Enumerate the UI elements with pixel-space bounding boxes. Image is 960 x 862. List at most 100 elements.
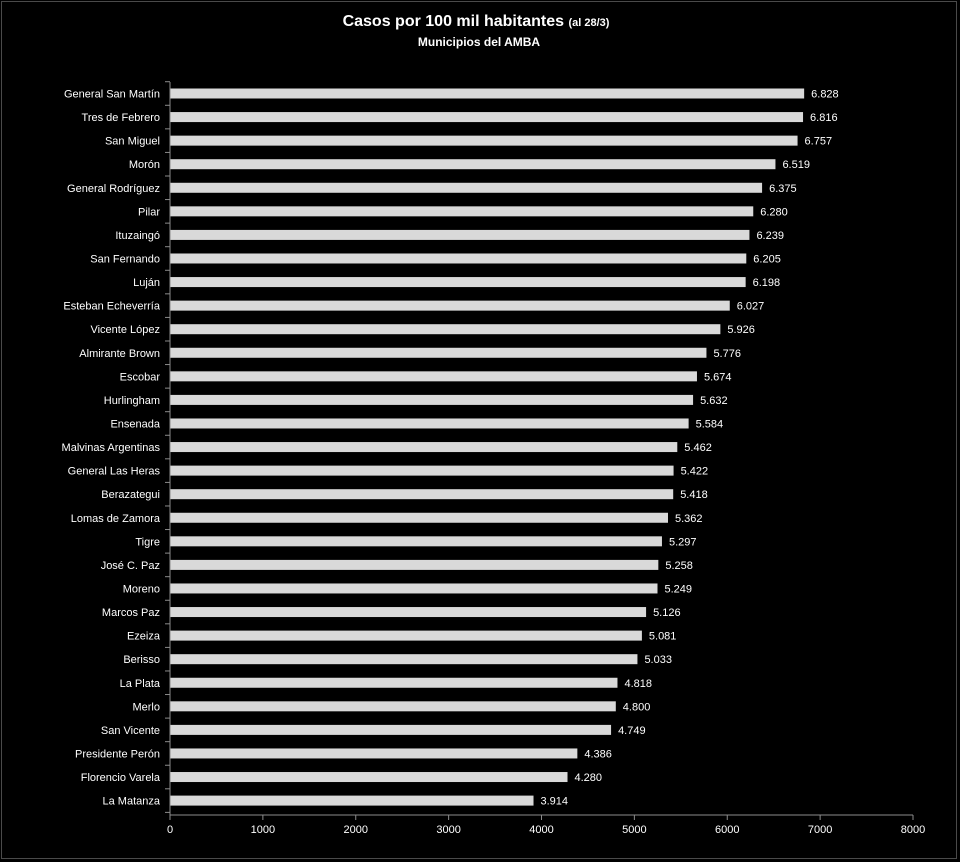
data-label: 5.418 — [680, 489, 708, 501]
data-label: 5.126 — [653, 607, 681, 619]
data-label: 6.198 — [753, 277, 781, 289]
data-label: 4.749 — [618, 725, 646, 737]
category-label: Florencio Varela — [81, 772, 161, 784]
category-label: Morón — [129, 159, 160, 171]
data-label: 5.362 — [675, 513, 703, 525]
bar — [170, 654, 638, 665]
category-label: Ensenada — [110, 418, 160, 430]
data-label: 5.632 — [700, 395, 728, 407]
category-label: Lomas de Zamora — [71, 513, 161, 525]
category-label: General San Martín — [64, 89, 160, 101]
bar — [170, 229, 750, 240]
data-label: 4.280 — [575, 772, 603, 784]
bar — [170, 583, 658, 594]
x-tick-label: 4000 — [529, 824, 553, 836]
x-tick-label: 1000 — [251, 824, 275, 836]
bar — [170, 748, 578, 759]
chart-title-note: (al 28/3) — [568, 17, 609, 29]
category-label: San Fernando — [90, 253, 160, 265]
category-label: Hurlingham — [104, 395, 160, 407]
data-label: 6.816 — [810, 112, 838, 124]
bar — [170, 300, 730, 311]
data-label: 3.914 — [541, 796, 569, 808]
category-label: Presidente Perón — [75, 748, 160, 760]
chart-subtitle: Municipios del AMBA — [418, 35, 541, 49]
category-label: Almirante Brown — [79, 348, 160, 360]
bar — [170, 677, 618, 688]
category-label: Merlo — [132, 701, 160, 713]
bar — [170, 559, 659, 570]
category-label: Ituzaingó — [115, 230, 160, 242]
data-label: 5.926 — [727, 324, 755, 336]
category-label: Tigre — [135, 536, 160, 548]
category-label: Escobar — [120, 371, 161, 383]
bar — [170, 253, 747, 264]
category-label: General Rodríguez — [67, 183, 160, 195]
data-label: 4.386 — [584, 748, 612, 760]
plot-area: 0 1000 2000 3000 4000 5000 6000 7000 8000 General… — [62, 81, 925, 836]
data-label: 6.828 — [811, 89, 839, 101]
category-label: Moreno — [123, 583, 160, 595]
x-tick-label: 3000 — [436, 824, 460, 836]
category-label: Pilar — [138, 206, 160, 218]
category-label: La Matanza — [103, 796, 161, 808]
bar — [170, 206, 754, 217]
bar — [170, 135, 798, 146]
category-label: Esteban Echeverría — [63, 301, 160, 313]
data-label: 5.297 — [669, 536, 697, 548]
data-label: 5.584 — [696, 418, 724, 430]
bar — [170, 701, 616, 712]
category-label: General Las Heras — [68, 466, 161, 478]
category-label: San Vicente — [101, 725, 160, 737]
bar — [170, 418, 689, 429]
category-label: Malvinas Argentinas — [62, 442, 161, 454]
data-label: 5.081 — [649, 631, 677, 643]
category-label: Tres de Febrero — [82, 112, 160, 124]
data-label: 5.462 — [684, 442, 712, 454]
bar — [170, 371, 697, 382]
chart-title: Casos por 100 mil habitantes (al 28/3) — [343, 13, 610, 30]
category-label: Marcos Paz — [102, 607, 160, 619]
bar — [170, 347, 707, 358]
bar — [170, 607, 647, 618]
data-label: 5.674 — [704, 371, 732, 383]
bar — [170, 512, 668, 523]
data-label: 6.757 — [805, 136, 833, 148]
category-label: La Plata — [120, 678, 161, 690]
data-label: 6.375 — [769, 183, 797, 195]
bar — [170, 465, 674, 476]
bar — [170, 182, 763, 193]
bar — [170, 630, 642, 641]
data-label: 6.519 — [782, 159, 810, 171]
bar — [170, 489, 674, 500]
x-tick-label: 5000 — [622, 824, 646, 836]
x-tick-label: 2000 — [344, 824, 368, 836]
category-label: Ezeiza — [127, 631, 161, 643]
bar — [170, 159, 776, 170]
x-tick-label: 7000 — [808, 824, 832, 836]
data-label: 5.776 — [713, 348, 741, 360]
data-label: 5.258 — [665, 560, 693, 572]
category-label: Luján — [133, 277, 160, 289]
bar — [170, 442, 678, 453]
bar — [170, 536, 662, 547]
bar — [170, 88, 805, 99]
bar — [170, 394, 694, 405]
bar — [170, 112, 804, 123]
data-label: 4.800 — [623, 701, 651, 713]
data-label: 5.422 — [681, 466, 709, 478]
x-tick-label: 0 — [167, 824, 173, 836]
data-label: 6.280 — [760, 206, 788, 218]
x-tick-label: 8000 — [901, 824, 925, 836]
bar — [170, 724, 612, 735]
data-label: 4.818 — [624, 678, 652, 690]
x-tick-label: 6000 — [715, 824, 739, 836]
bar — [170, 772, 568, 783]
category-label: José C. Paz — [101, 560, 160, 572]
category-label: San Miguel — [105, 136, 160, 148]
category-label: Vicente López — [90, 324, 160, 336]
bar — [170, 795, 534, 806]
data-label: 6.239 — [756, 230, 784, 242]
